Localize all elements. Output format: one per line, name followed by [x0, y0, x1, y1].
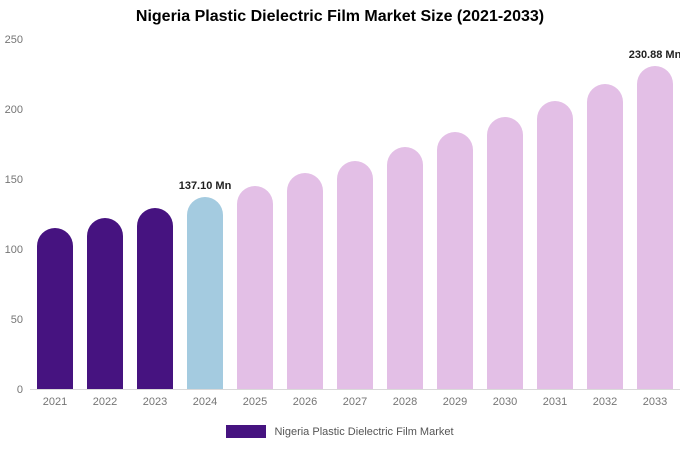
legend-swatch — [226, 425, 267, 438]
x-tick-label: 2028 — [392, 396, 418, 408]
bar-2021 — [37, 227, 73, 389]
bar-group-2024: 137.10 Mn — [178, 180, 232, 389]
bar-2023 — [137, 207, 173, 389]
bar-group-2028 — [380, 146, 430, 389]
bar-group-2030 — [480, 116, 530, 389]
x-tick-label: 2031 — [542, 396, 568, 408]
x-tick-label: 2022 — [92, 396, 118, 408]
bar-group-2022 — [80, 218, 130, 389]
bar-2025 — [237, 185, 273, 389]
legend-label: Nigeria Plastic Dielectric Film Market — [274, 425, 454, 438]
y-tick-label: 0 — [16, 384, 23, 396]
y-tick-label: 150 — [4, 174, 23, 186]
bar-group-2025 — [230, 185, 280, 389]
bar-2027 — [337, 160, 373, 389]
bar-2032 — [587, 83, 623, 389]
plot-area: 137.10 Mn 230.88 Mn — [30, 40, 680, 390]
y-tick-label: 200 — [4, 104, 23, 116]
x-tick-label: 2026 — [292, 396, 318, 408]
bar-2024 — [187, 197, 223, 389]
bar-group-2021 — [30, 227, 80, 389]
bar-group-2026 — [280, 173, 330, 389]
x-tick-label: 2033 — [642, 396, 668, 408]
bar-group-2027 — [330, 160, 380, 389]
x-tick-label: 2029 — [442, 396, 468, 408]
chart-title: Nigeria Plastic Dielectric Film Market S… — [135, 8, 545, 25]
bar-2031 — [537, 100, 573, 389]
x-tick-label: 2025 — [242, 396, 268, 408]
bar-group-2032 — [580, 83, 630, 389]
y-tick-label: 100 — [4, 244, 23, 256]
bar-value-label: 230.88 Mn — [628, 48, 680, 61]
x-tick-label: 2032 — [592, 396, 618, 408]
bar-2029 — [437, 132, 473, 389]
x-tick-label: 2021 — [42, 396, 68, 408]
x-tick-label: 2030 — [492, 396, 518, 408]
bar-2033 — [637, 65, 673, 389]
y-axis: 0 50 100 150 200 250 — [0, 34, 26, 396]
legend: Nigeria Plastic Dielectric Film Market — [0, 425, 680, 438]
bar-group-2033: 230.88 Mn — [628, 48, 680, 389]
bar-2028 — [387, 146, 423, 389]
y-tick-label: 50 — [10, 314, 23, 326]
y-tick-label: 250 — [4, 34, 23, 46]
x-tick-label: 2023 — [142, 396, 168, 408]
x-tick-label: 2027 — [342, 396, 368, 408]
bar-2026 — [287, 173, 323, 389]
bar-2030 — [487, 116, 523, 389]
bar-group-2023 — [130, 207, 180, 389]
bar-group-2029 — [430, 132, 480, 389]
bar-group-2031 — [530, 100, 580, 389]
x-axis: 2021 2022 2023 2024 2025 2026 2027 2028 2029 2030… — [30, 396, 680, 408]
x-tick-label: 2024 — [192, 396, 218, 408]
bars-container: 137.10 Mn 230.88 Mn — [30, 40, 680, 390]
bar-value-label: 137.10 Mn — [178, 180, 232, 193]
bar-2022 — [87, 218, 123, 389]
